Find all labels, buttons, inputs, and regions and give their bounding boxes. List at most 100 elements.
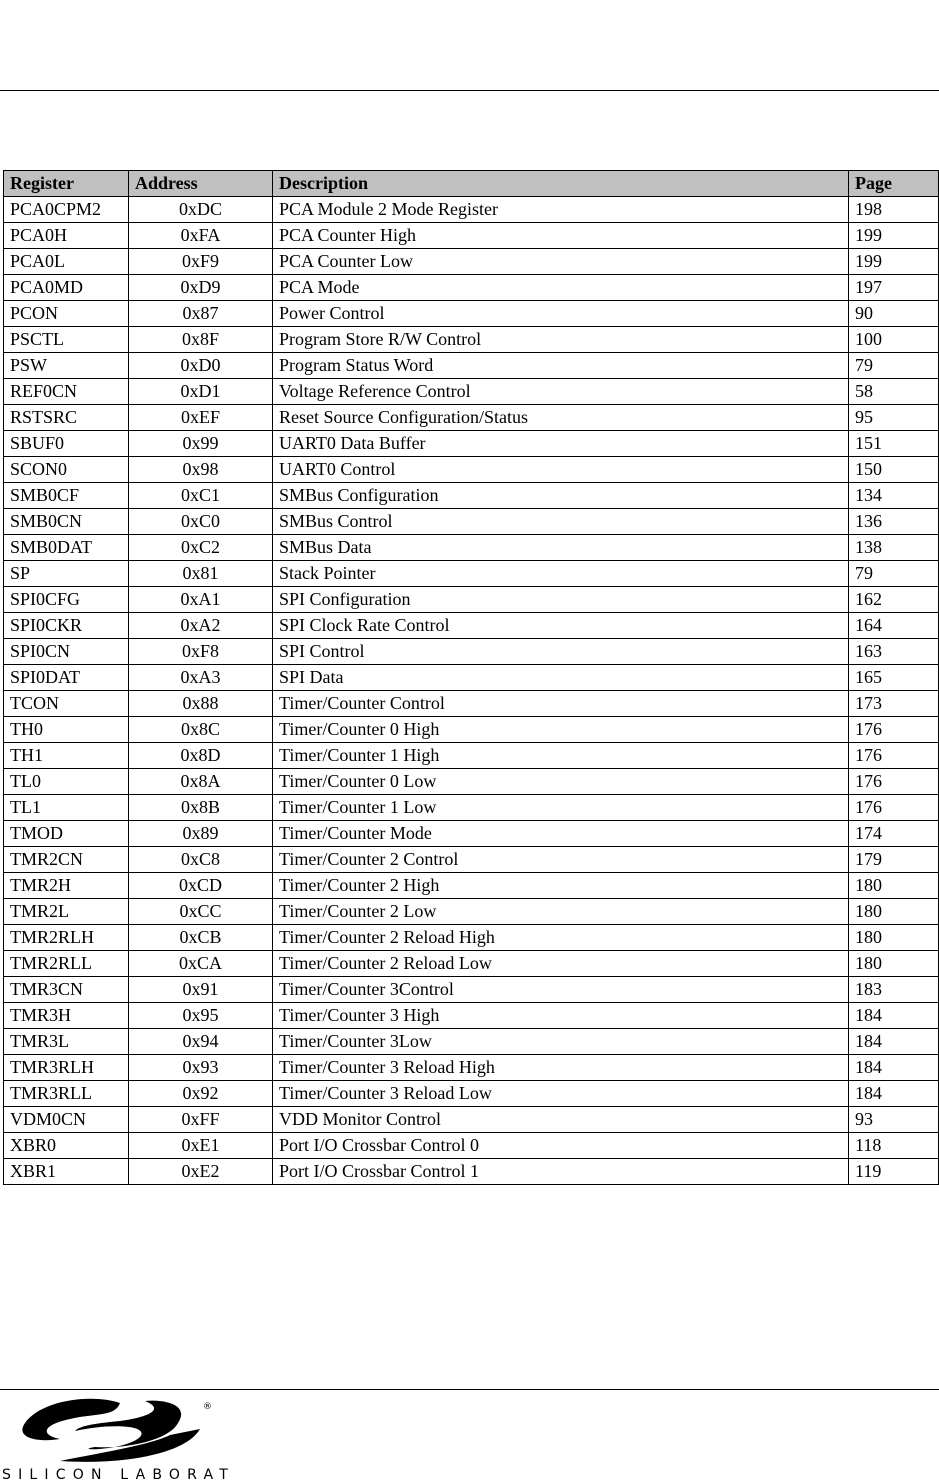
table-row: SPI0CKR 0xA2 SPI Clock Rate Control 164 xyxy=(3,612,939,639)
register-cell: TMR3RLH xyxy=(3,1054,129,1081)
table-row: VDM0CN 0xFF VDD Monitor Control 93 xyxy=(3,1106,939,1133)
register-cell: PCA0H xyxy=(3,222,129,249)
table-row: TMR3H 0x95 Timer/Counter 3 High 184 xyxy=(3,1002,939,1029)
page-cell: 198 xyxy=(848,196,939,223)
page-cell: 93 xyxy=(848,1106,939,1133)
page-cell: 184 xyxy=(848,1054,939,1081)
register-cell: TMR2L xyxy=(3,898,129,925)
address-cell: 0x8D xyxy=(128,742,273,769)
page-cell: 184 xyxy=(848,1028,939,1055)
table-row: SPI0CN 0xF8 SPI Control 163 xyxy=(3,638,939,665)
register-cell: PSW xyxy=(3,352,129,379)
register-table: Register Address Description Page PCA0CP… xyxy=(3,170,939,1185)
table-row: PCA0L 0xF9 PCA Counter Low 199 xyxy=(3,248,939,275)
description-cell: Program Store R/W Control xyxy=(272,326,849,353)
register-cell: SMB0DAT xyxy=(3,534,129,561)
description-cell: Timer/Counter Mode xyxy=(272,820,849,847)
table-row: TCON 0x88 Timer/Counter Control 173 xyxy=(3,690,939,717)
page-cell: 79 xyxy=(848,352,939,379)
address-cell: 0x8F xyxy=(128,326,273,353)
register-cell: PCA0CPM2 xyxy=(3,196,129,223)
table-row: SBUF0 0x99 UART0 Data Buffer 151 xyxy=(3,430,939,457)
address-cell: 0xCB xyxy=(128,924,273,951)
page-cell: 180 xyxy=(848,950,939,977)
address-cell: 0xDC xyxy=(128,196,273,223)
register-cell: SMB0CF xyxy=(3,482,129,509)
page-cell: 176 xyxy=(848,768,939,795)
address-cell: 0xD9 xyxy=(128,274,273,301)
description-cell: SMBus Control xyxy=(272,508,849,535)
description-cell: Reset Source Configuration/Status xyxy=(272,404,849,431)
register-cell: TMR3H xyxy=(3,1002,129,1029)
description-cell: SPI Clock Rate Control xyxy=(272,612,849,639)
page-cell: 164 xyxy=(848,612,939,639)
page-cell: 197 xyxy=(848,274,939,301)
description-cell: VDD Monitor Control xyxy=(272,1106,849,1133)
table-row: SCON0 0x98 UART0 Control 150 xyxy=(3,456,939,483)
description-cell: Timer/Counter Control xyxy=(272,690,849,717)
table-row: REF0CN 0xD1 Voltage Reference Control 58 xyxy=(3,378,939,405)
page-cell: 180 xyxy=(848,898,939,925)
table-row: TMR2CN 0xC8 Timer/Counter 2 Control 179 xyxy=(3,846,939,873)
page-cell: 180 xyxy=(848,872,939,899)
table-row: SPI0CFG 0xA1 SPI Configuration 162 xyxy=(3,586,939,613)
table-row: TL0 0x8A Timer/Counter 0 Low 176 xyxy=(3,768,939,795)
description-cell: Stack Pointer xyxy=(272,560,849,587)
table-row: TL1 0x8B Timer/Counter 1 Low 176 xyxy=(3,794,939,821)
table-row: TMR2L 0xCC Timer/Counter 2 Low 180 xyxy=(3,898,939,925)
register-cell: SPI0CKR xyxy=(3,612,129,639)
register-cell: TMOD xyxy=(3,820,129,847)
silicon-labs-logo: ® SILICON LABORATORIES xyxy=(2,1398,230,1481)
table-row: TMR2RLH 0xCB Timer/Counter 2 Reload High 18… xyxy=(3,924,939,951)
address-cell: 0xD0 xyxy=(128,352,273,379)
page-cell: 162 xyxy=(848,586,939,613)
description-cell: UART0 Control xyxy=(272,456,849,483)
description-cell: SMBus Data xyxy=(272,534,849,561)
address-cell: 0x91 xyxy=(128,976,273,1003)
description-cell: SMBus Configuration xyxy=(272,482,849,509)
page-cell: 165 xyxy=(848,664,939,691)
address-cell: 0x8B xyxy=(128,794,273,821)
register-cell: PCON xyxy=(3,300,129,327)
col-header-page: Page xyxy=(848,170,939,197)
table-row: SMB0DAT 0xC2 SMBus Data 138 xyxy=(3,534,939,561)
address-cell: 0x98 xyxy=(128,456,273,483)
description-cell: Timer/Counter 3 Reload Low xyxy=(272,1080,849,1107)
address-cell: 0xF9 xyxy=(128,248,273,275)
description-cell: Timer/Counter 2 Low xyxy=(272,898,849,925)
page-cell: 150 xyxy=(848,456,939,483)
registered-mark: ® xyxy=(203,1402,212,1412)
register-cell: TMR2H xyxy=(3,872,129,899)
register-cell: SCON0 xyxy=(3,456,129,483)
page-cell: 119 xyxy=(848,1158,939,1185)
table-row: PSCTL 0x8F Program Store R/W Control 100 xyxy=(3,326,939,353)
description-cell: Timer/Counter 0 High xyxy=(272,716,849,743)
table-row: TMR3CN 0x91 Timer/Counter 3Control 183 xyxy=(3,976,939,1003)
table-row: TMR3L 0x94 Timer/Counter 3Low 184 xyxy=(3,1028,939,1055)
table-row: TMOD 0x89 Timer/Counter Mode 174 xyxy=(3,820,939,847)
address-cell: 0xE1 xyxy=(128,1132,273,1159)
description-cell: SPI Data xyxy=(272,664,849,691)
register-cell: PCA0L xyxy=(3,248,129,275)
table-row: SMB0CF 0xC1 SMBus Configuration 134 xyxy=(3,482,939,509)
table-row: TMR3RLH 0x93 Timer/Counter 3 Reload High 18… xyxy=(3,1054,939,1081)
address-cell: 0xC0 xyxy=(128,508,273,535)
header-rule xyxy=(0,90,939,91)
table-row: TH1 0x8D Timer/Counter 1 High 176 xyxy=(3,742,939,769)
description-cell: Timer/Counter 1 High xyxy=(272,742,849,769)
table-row: TMR3RLL 0x92 Timer/Counter 3 Reload Low 184 xyxy=(3,1080,939,1107)
page-cell: 176 xyxy=(848,742,939,769)
register-cell: TH0 xyxy=(3,716,129,743)
page-cell: 199 xyxy=(848,222,939,249)
address-cell: 0xCA xyxy=(128,950,273,977)
page-cell: 58 xyxy=(848,378,939,405)
address-cell: 0xCD xyxy=(128,872,273,899)
address-cell: 0xC8 xyxy=(128,846,273,873)
address-cell: 0xF8 xyxy=(128,638,273,665)
register-cell: PSCTL xyxy=(3,326,129,353)
address-cell: 0x87 xyxy=(128,300,273,327)
description-cell: Port I/O Crossbar Control 1 xyxy=(272,1158,849,1185)
register-cell: VDM0CN xyxy=(3,1106,129,1133)
register-cell: PCA0MD xyxy=(3,274,129,301)
table-row: TMR2RLL 0xCA Timer/Counter 2 Reload Low 180 xyxy=(3,950,939,977)
